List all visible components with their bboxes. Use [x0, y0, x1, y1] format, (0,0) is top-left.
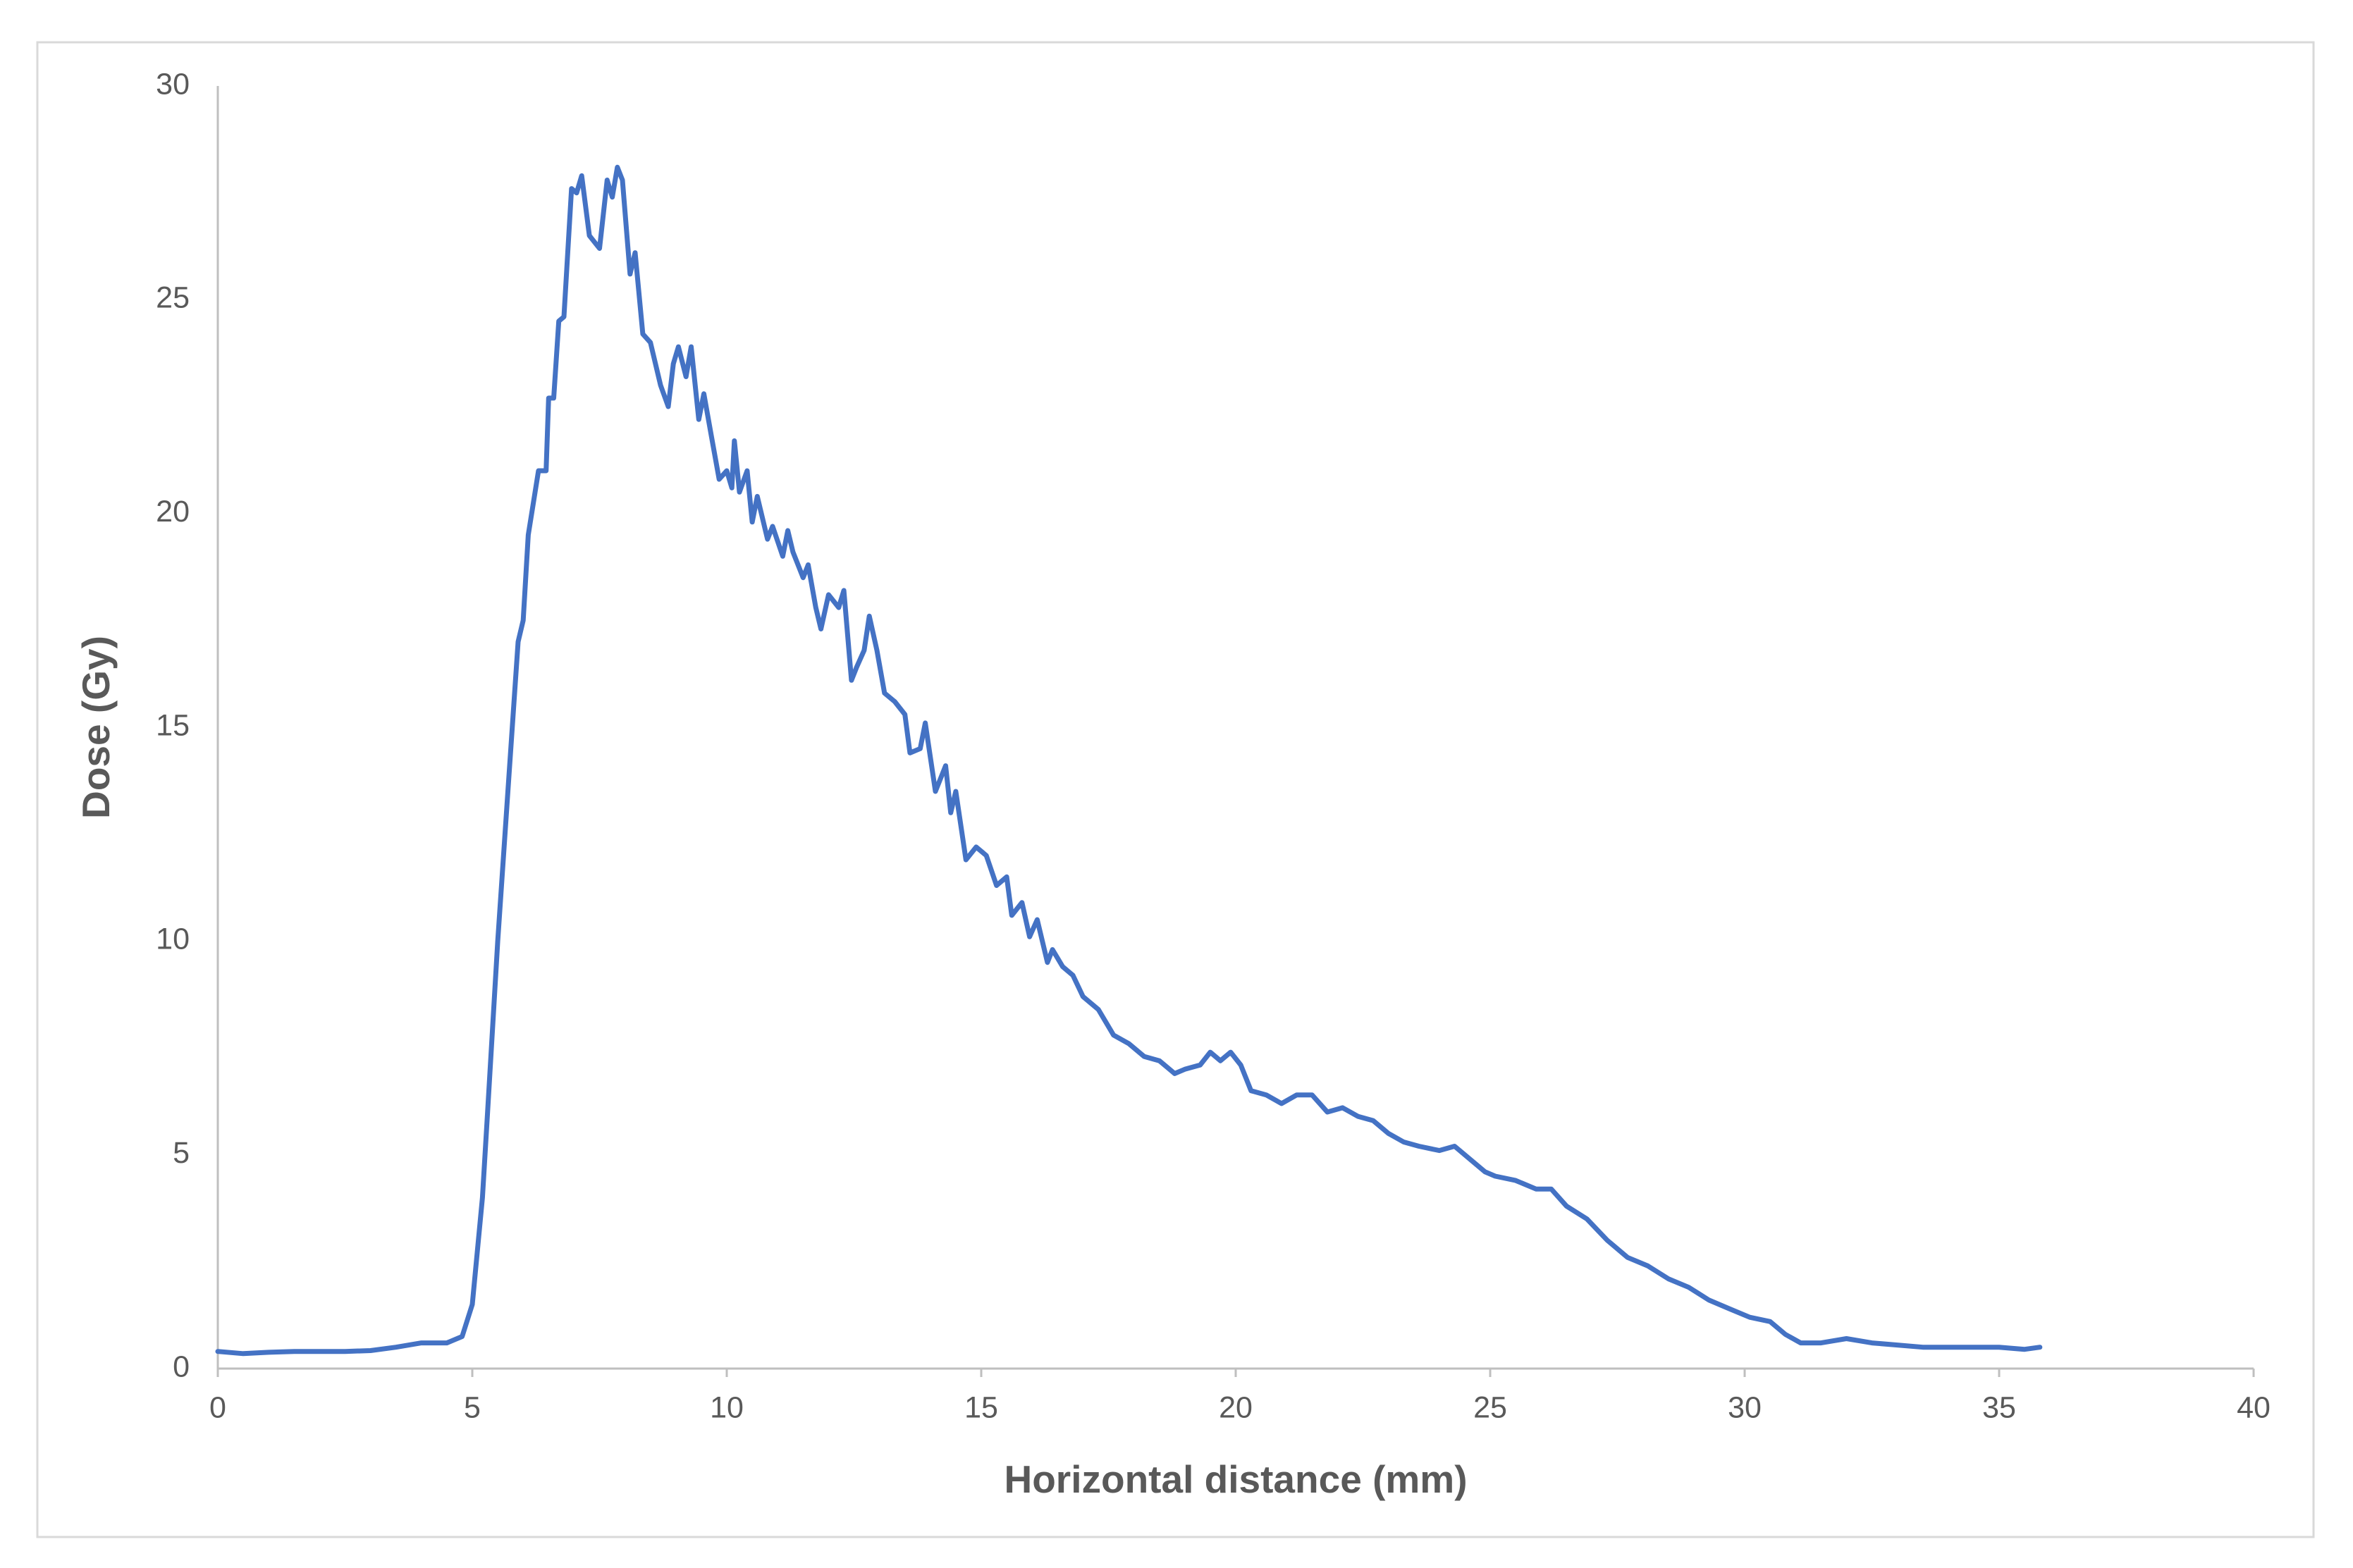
chart-frame [36, 41, 2315, 1538]
x-tick-label: 0 [209, 1390, 226, 1424]
x-tick-label: 35 [1982, 1390, 2016, 1424]
x-tick-label: 30 [1728, 1390, 1762, 1424]
y-tick-label: 10 [156, 922, 190, 956]
x-tick-label: 20 [1219, 1390, 1253, 1424]
y-tick-label: 20 [156, 495, 190, 529]
x-tick-label: 25 [1473, 1390, 1507, 1424]
y-tick-label: 25 [156, 281, 190, 315]
y-axis-title: Dose (Gy) [74, 636, 118, 819]
data-line [215, 164, 2043, 1357]
y-tick-label: 5 [173, 1136, 190, 1170]
x-tick-label: 15 [964, 1390, 998, 1424]
x-tick-label: 10 [710, 1390, 744, 1424]
y-tick-label: 0 [173, 1350, 190, 1383]
x-axis-title: Horizontal distance (mm) [1004, 1457, 1467, 1501]
y-tick-label: 15 [156, 708, 190, 742]
x-tick-label: 40 [2237, 1390, 2271, 1424]
x-tick-label: 5 [464, 1390, 481, 1424]
y-tick-label: 30 [156, 67, 190, 101]
